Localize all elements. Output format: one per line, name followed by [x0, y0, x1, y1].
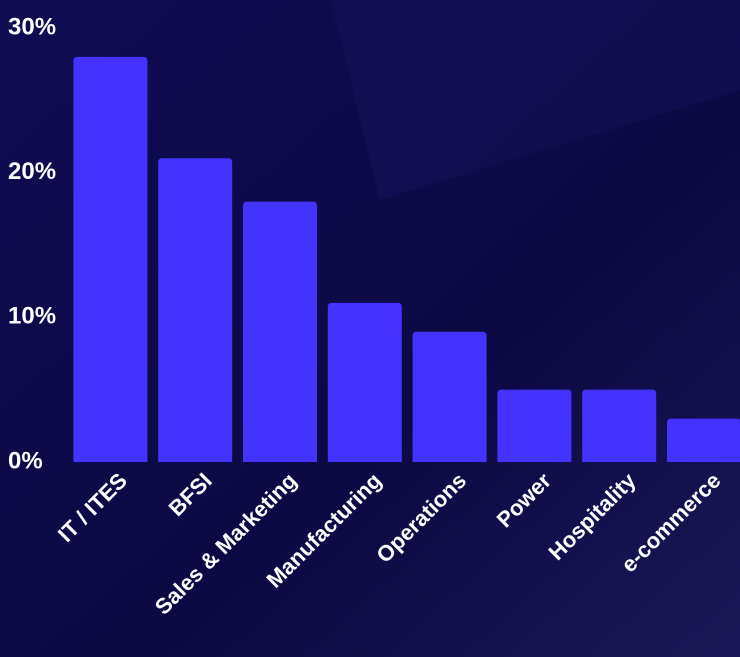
y-tick-label: 0%	[8, 447, 43, 474]
bar	[412, 331, 487, 462]
bar	[497, 389, 572, 462]
bar	[582, 389, 657, 462]
bar	[243, 201, 317, 462]
bar	[667, 418, 740, 462]
y-tick-label: 10%	[8, 303, 56, 330]
bar	[158, 158, 233, 462]
y-tick-label: 30%	[8, 13, 56, 40]
bar	[73, 56, 148, 462]
background-shape	[330, 0, 740, 200]
bar	[327, 302, 402, 462]
y-tick-label: 20%	[8, 158, 56, 185]
